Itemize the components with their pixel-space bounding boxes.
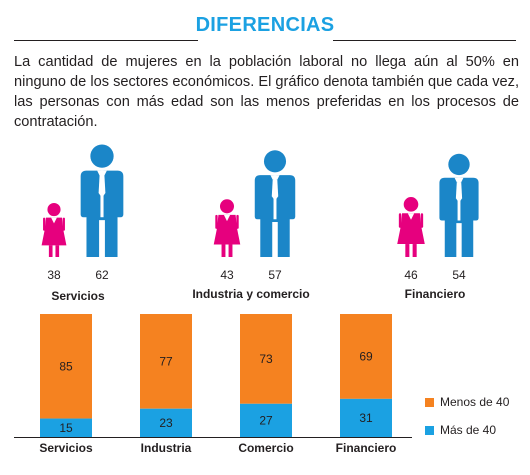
man-icon (439, 153, 479, 257)
bar-layer: 85 15 Servicios 77 23 Industria 73 27 Comercio 69… (14, 314, 412, 455)
bar-category-label: Comercio (238, 441, 293, 455)
bar-value-label-mas: 23 (159, 416, 173, 430)
man-icon (254, 150, 296, 257)
intro-paragraph: La cantidad de mujeres en la población l… (14, 54, 519, 130)
bar-menos-de-40 (140, 314, 192, 409)
bar-mas-de-40 (40, 418, 92, 437)
title-rule-right (333, 40, 516, 41)
men-value-label: 54 (452, 268, 466, 282)
bar-value-label-mas: 15 (59, 421, 73, 435)
bar-menos-de-40 (340, 314, 392, 399)
legend-label: Más de 40 (440, 423, 496, 437)
bar-value-label-menos: 77 (159, 354, 173, 368)
pictograph-layer: 38 62 Servicios 43 57 Industria y comercio 46 5… (41, 144, 479, 303)
bar-menos-de-40 (40, 314, 92, 419)
bar-menos-de-40 (240, 314, 292, 404)
woman-icon (213, 199, 241, 257)
men-value-label: 57 (268, 268, 282, 282)
woman-icon (397, 197, 425, 257)
bar-mas-de-40 (340, 398, 392, 437)
bar-mas-de-40 (240, 403, 292, 437)
bar-value-label-menos: 85 (59, 359, 73, 373)
bar-value-label-mas: 31 (359, 411, 373, 425)
legend: Menos de 40 Más de 40 (425, 395, 510, 437)
legend-swatch (425, 398, 434, 407)
title-rule-left (14, 40, 198, 41)
bar-category-label: Industria (141, 441, 192, 455)
women-value-label: 38 (47, 268, 61, 282)
men-value-label: 62 (95, 268, 109, 282)
legend-label: Menos de 40 (440, 395, 510, 409)
bar-value-label-mas: 27 (259, 413, 273, 427)
bar-category-label: Servicios (39, 441, 93, 455)
women-value-label: 46 (404, 268, 418, 282)
sector-label: Industria y comercio (192, 287, 309, 301)
bar-mas-de-40 (140, 408, 192, 437)
legend-swatch (425, 426, 434, 435)
woman-icon (41, 202, 67, 257)
sector-label: Financiero (405, 287, 466, 301)
sector-label: Servicios (51, 289, 105, 303)
bar-category-label: Financiero (336, 441, 397, 455)
bar-value-label-menos: 73 (259, 352, 273, 366)
page-title: DIFERENCIAS (195, 14, 335, 36)
women-value-label: 43 (220, 268, 234, 282)
man-icon (80, 144, 124, 257)
bar-value-label-menos: 69 (359, 349, 373, 363)
